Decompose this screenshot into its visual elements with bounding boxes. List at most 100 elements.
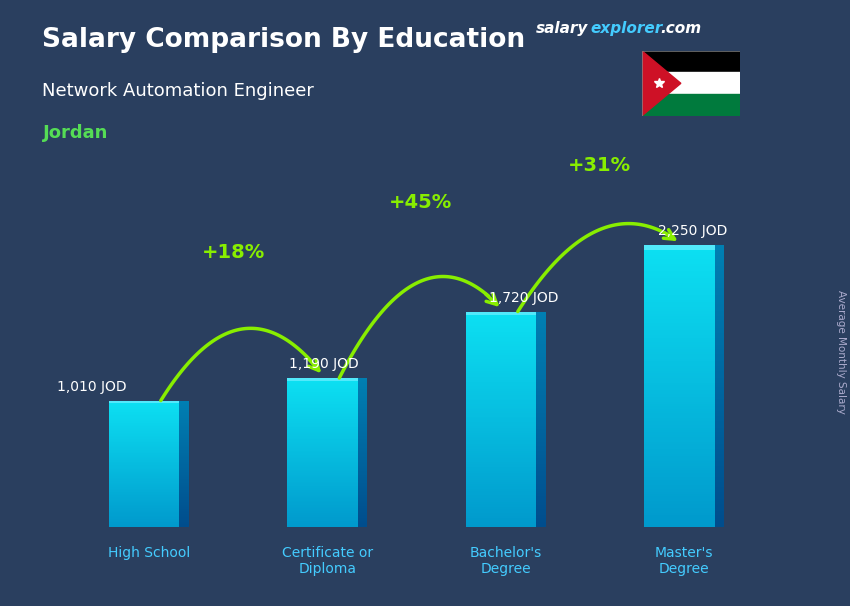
Bar bbox=[109, 440, 179, 441]
Bar bbox=[179, 518, 189, 519]
Bar bbox=[358, 411, 367, 412]
Bar bbox=[179, 520, 189, 521]
Bar bbox=[358, 488, 367, 490]
Bar bbox=[644, 283, 715, 285]
Bar bbox=[287, 410, 358, 411]
Bar bbox=[287, 465, 358, 466]
Bar bbox=[287, 435, 358, 436]
Bar bbox=[179, 495, 189, 496]
Bar bbox=[287, 508, 358, 510]
Text: +45%: +45% bbox=[389, 193, 452, 211]
Bar bbox=[466, 324, 536, 326]
Bar bbox=[466, 464, 536, 465]
Bar bbox=[287, 411, 358, 412]
Bar bbox=[179, 522, 189, 523]
Bar bbox=[179, 526, 189, 527]
Bar bbox=[644, 518, 715, 520]
Bar bbox=[179, 475, 189, 476]
Bar bbox=[287, 412, 358, 413]
Bar bbox=[287, 453, 358, 454]
Bar bbox=[466, 522, 536, 524]
Bar bbox=[644, 402, 715, 404]
Text: Average Monthly Salary: Average Monthly Salary bbox=[836, 290, 846, 413]
Bar bbox=[715, 314, 724, 316]
Bar bbox=[287, 454, 358, 456]
Bar bbox=[109, 436, 179, 437]
Bar bbox=[466, 382, 536, 384]
Bar bbox=[715, 299, 724, 302]
Bar bbox=[466, 524, 536, 525]
Bar bbox=[536, 348, 546, 350]
Bar bbox=[466, 315, 536, 317]
Bar bbox=[466, 379, 536, 381]
Bar bbox=[287, 427, 358, 428]
Bar bbox=[358, 381, 367, 382]
Bar bbox=[715, 387, 724, 390]
Bar bbox=[287, 399, 358, 401]
Bar bbox=[109, 460, 179, 461]
Bar bbox=[715, 378, 724, 380]
Bar bbox=[466, 485, 536, 487]
Bar bbox=[109, 498, 179, 499]
Bar bbox=[109, 506, 179, 507]
Bar bbox=[466, 453, 536, 454]
Bar bbox=[466, 357, 536, 359]
Bar bbox=[466, 428, 536, 430]
Bar bbox=[715, 380, 724, 382]
Bar bbox=[536, 377, 546, 379]
Bar bbox=[536, 478, 546, 480]
Bar bbox=[358, 431, 367, 432]
Bar bbox=[644, 485, 715, 487]
Bar bbox=[644, 378, 715, 380]
Bar bbox=[466, 350, 536, 351]
Bar bbox=[179, 411, 189, 412]
Text: Certificate or
Diploma: Certificate or Diploma bbox=[281, 546, 373, 576]
Bar bbox=[358, 508, 367, 510]
Bar bbox=[466, 339, 536, 341]
Bar bbox=[715, 271, 724, 273]
Bar bbox=[644, 350, 715, 352]
Bar bbox=[715, 433, 724, 435]
Bar bbox=[287, 408, 358, 410]
Bar bbox=[287, 511, 358, 512]
Bar bbox=[644, 311, 715, 314]
Bar bbox=[358, 385, 367, 387]
Bar bbox=[287, 452, 358, 453]
Bar bbox=[179, 490, 189, 491]
Bar bbox=[179, 451, 189, 453]
Bar bbox=[179, 471, 189, 472]
Bar bbox=[109, 484, 179, 485]
Bar bbox=[179, 524, 189, 525]
Bar bbox=[358, 465, 367, 466]
Bar bbox=[287, 379, 358, 381]
Bar bbox=[179, 440, 189, 441]
Bar bbox=[536, 522, 546, 524]
Bar bbox=[179, 506, 189, 507]
Bar bbox=[287, 416, 358, 417]
Bar bbox=[179, 458, 189, 459]
Bar bbox=[715, 302, 724, 304]
Bar bbox=[179, 525, 189, 526]
Bar bbox=[715, 465, 724, 468]
Bar bbox=[466, 504, 536, 505]
Bar bbox=[536, 458, 546, 460]
Bar bbox=[358, 417, 367, 418]
Bar bbox=[715, 295, 724, 298]
Bar bbox=[644, 302, 715, 304]
Bar bbox=[358, 491, 367, 492]
Bar bbox=[179, 514, 189, 516]
Bar bbox=[466, 344, 536, 346]
Bar bbox=[466, 351, 536, 353]
Bar bbox=[466, 467, 536, 469]
Bar bbox=[179, 429, 189, 430]
Bar bbox=[358, 436, 367, 437]
Bar bbox=[109, 405, 179, 406]
Bar bbox=[109, 494, 179, 495]
Bar bbox=[715, 338, 724, 340]
Bar bbox=[642, 51, 740, 73]
Bar bbox=[179, 472, 189, 473]
Bar bbox=[358, 512, 367, 513]
Bar bbox=[109, 427, 179, 428]
Bar bbox=[109, 520, 179, 521]
Bar bbox=[358, 477, 367, 478]
